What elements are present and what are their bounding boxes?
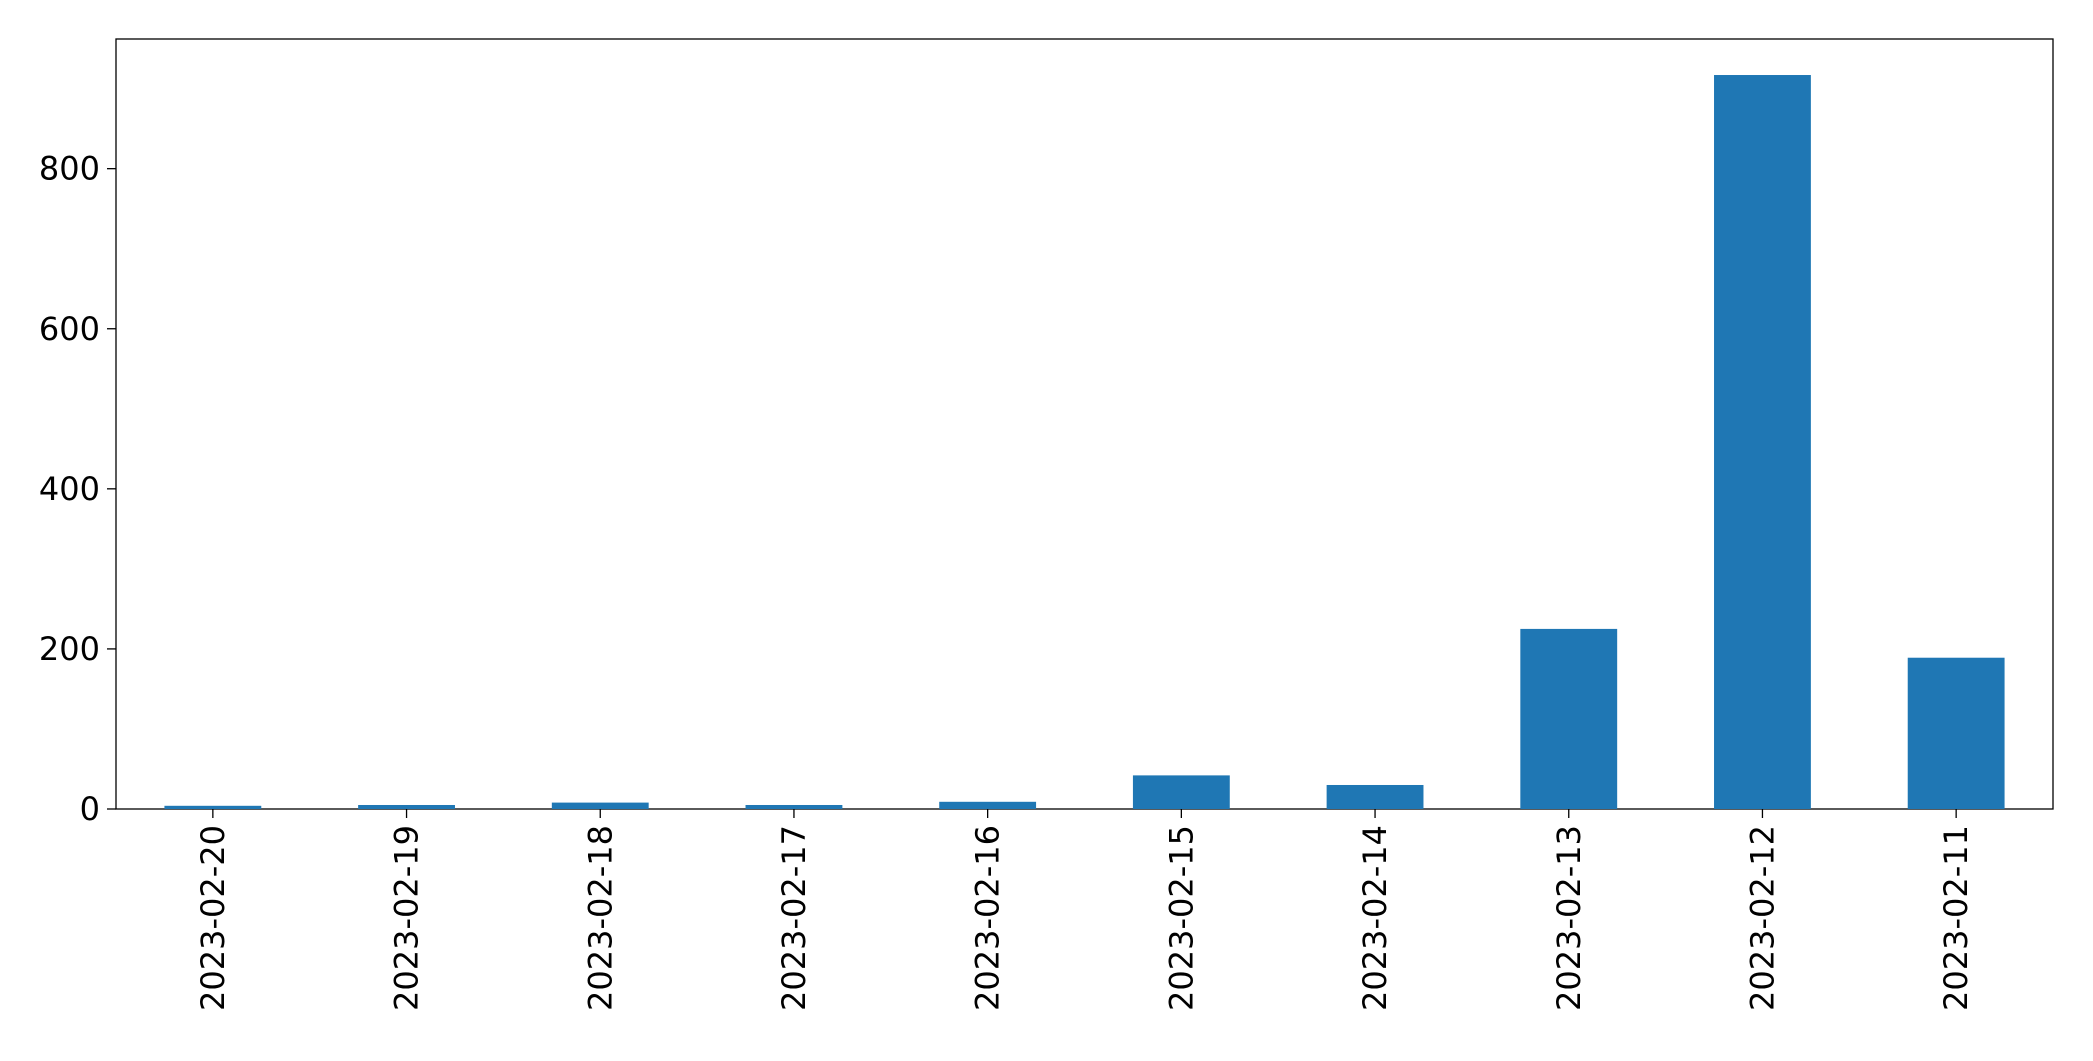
bar xyxy=(358,804,455,809)
x-tick-label: 2023-02-15 xyxy=(1162,825,1200,1011)
bar xyxy=(1132,775,1230,809)
x-tick-label: 2023-02-14 xyxy=(1356,825,1394,1011)
x-tick-label: 2023-02-12 xyxy=(1743,825,1781,1011)
x-tick-label: 2023-02-17 xyxy=(775,825,813,1011)
y-tick-label: 400 xyxy=(39,470,100,508)
x-tick-label: 2023-02-18 xyxy=(581,825,619,1011)
bar xyxy=(939,801,1037,809)
bar xyxy=(164,805,262,809)
bar xyxy=(1520,628,1618,809)
bar xyxy=(1326,784,1424,809)
x-tick-label: 2023-02-13 xyxy=(1550,825,1588,1011)
bar xyxy=(551,802,649,809)
x-tick-label: 2023-02-19 xyxy=(388,825,426,1011)
bar xyxy=(745,804,843,809)
x-tick-label: 2023-02-11 xyxy=(1937,825,1975,1011)
x-tick-label: 2023-02-16 xyxy=(969,825,1007,1011)
bar xyxy=(1907,657,2005,809)
y-tick-label: 800 xyxy=(39,150,100,188)
x-tick-label: 2023-02-20 xyxy=(194,825,232,1011)
bar xyxy=(1714,75,1811,810)
plot-frame xyxy=(115,38,2054,810)
y-tick-label: 0 xyxy=(80,790,100,828)
y-tick-label: 600 xyxy=(39,310,100,348)
y-tick-label: 200 xyxy=(39,630,100,668)
